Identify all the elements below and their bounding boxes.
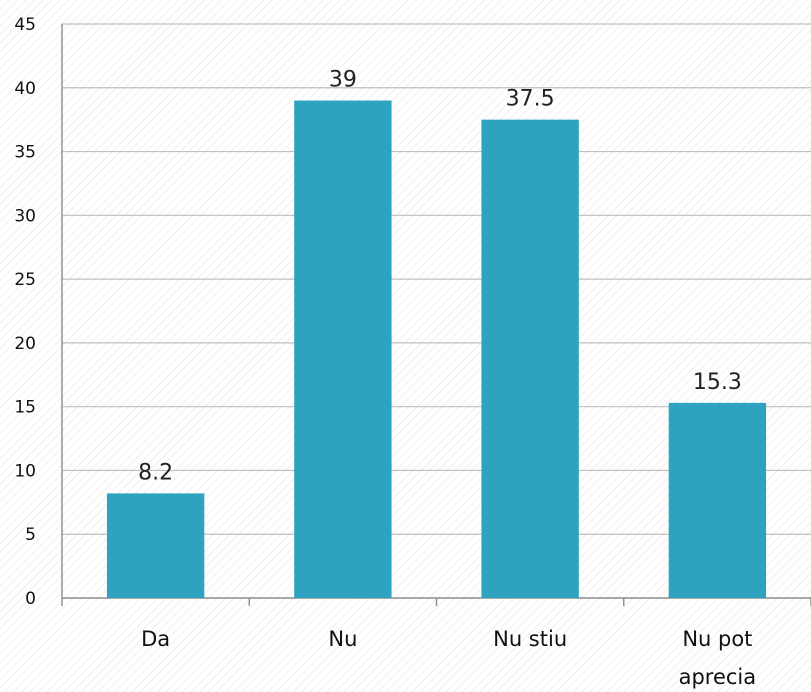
y-tick-label: 40 bbox=[14, 79, 36, 99]
bar bbox=[668, 402, 767, 598]
data-label: 8.2 bbox=[138, 460, 173, 485]
y-tick-label: 25 bbox=[14, 270, 36, 290]
labels: 0 5 10 15 20 25 30 35 40 45 8.2 Da 39 Nu 37.5 Nu stiu 15… bbox=[14, 15, 756, 689]
y-tick-label: 30 bbox=[14, 206, 36, 226]
data-label: 15.3 bbox=[693, 370, 742, 395]
y-tick-label: 15 bbox=[14, 398, 36, 418]
y-tick-label: 20 bbox=[14, 334, 36, 354]
bar bbox=[481, 119, 579, 599]
y-tick-label: 35 bbox=[14, 143, 36, 163]
y-tick-label: 5 bbox=[25, 525, 36, 545]
data-label: 39 bbox=[329, 68, 357, 93]
y-tick-label: 0 bbox=[25, 589, 36, 609]
category-label: Nu pot bbox=[682, 627, 752, 651]
y-tick-label: 10 bbox=[14, 461, 36, 481]
category-label: Nu stiu bbox=[493, 627, 567, 651]
bars bbox=[106, 100, 767, 599]
y-tick-label: 45 bbox=[14, 15, 36, 35]
category-label: aprecia bbox=[679, 665, 757, 689]
category-label: Da bbox=[141, 627, 170, 651]
category-label: Nu bbox=[328, 627, 357, 651]
data-label: 37.5 bbox=[506, 87, 555, 112]
bar bbox=[106, 493, 205, 598]
bar bbox=[294, 100, 392, 599]
